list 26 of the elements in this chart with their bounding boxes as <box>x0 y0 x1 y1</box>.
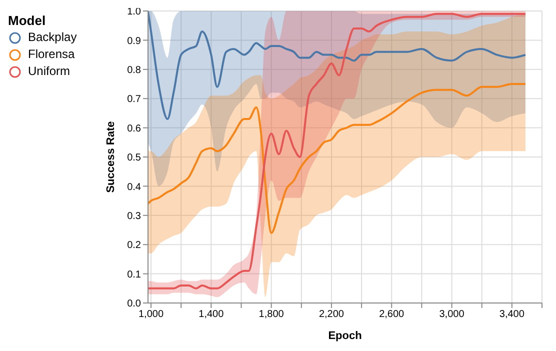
y-tick-label: 0.8 <box>127 64 142 76</box>
x-tick-label: 1,000 <box>138 309 164 320</box>
x-tick-label: 1,400 <box>198 309 224 320</box>
y-tick-label: 0.2 <box>127 240 142 252</box>
legend-label: Backplay <box>28 29 77 46</box>
legend-label: Florensa <box>28 46 75 63</box>
x-tick-label: 3,000 <box>439 309 465 320</box>
y-tick-label: 0.4 <box>127 182 142 193</box>
y-tick-label: 0.6 <box>127 123 142 134</box>
y-tick-label: 0.1 <box>127 269 142 280</box>
y-tick-label: 0.9 <box>127 36 142 47</box>
legend-title: Model <box>8 12 47 29</box>
legend-label: Uniform <box>28 63 70 80</box>
y-tick-label: 0.0 <box>127 298 142 310</box>
line-series <box>148 83 526 234</box>
y-tick-label: 0.7 <box>127 94 142 106</box>
y-tick-label: 0.5 <box>127 152 142 164</box>
x-axis-title: Epoch <box>328 330 362 342</box>
x-tick-label: 1,800 <box>258 309 284 320</box>
line-series <box>148 11 526 120</box>
x-tick-label: 3,400 <box>499 309 525 320</box>
y-axis-title: Success Rate <box>104 121 117 193</box>
y-tick-label: 0.3 <box>127 210 142 222</box>
x-tick-label: 2,600 <box>379 309 405 320</box>
x-tick-label: 2,200 <box>318 309 344 320</box>
y-tick-label: 1.0 <box>127 6 142 18</box>
